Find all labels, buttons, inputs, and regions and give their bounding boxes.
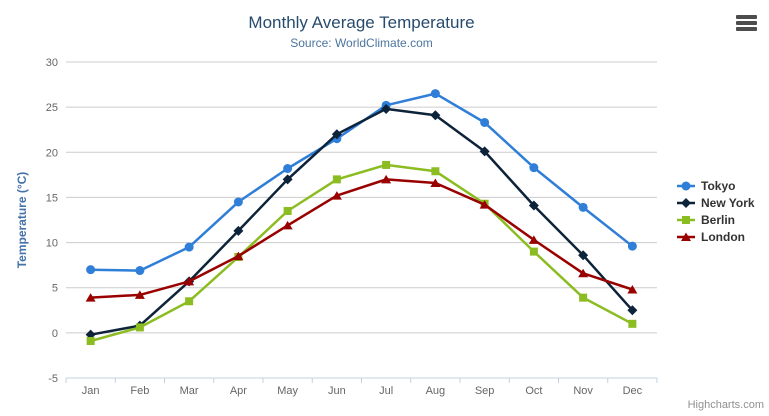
x-axis-label: Nov — [573, 385, 593, 397]
series-marker-london[interactable] — [381, 174, 392, 184]
legend-item-tokyo[interactable]: Tokyo — [676, 177, 755, 194]
series-marker-tokyo[interactable] — [430, 89, 440, 99]
series-line-new-york — [89, 107, 634, 336]
series-marker-berlin[interactable] — [579, 293, 588, 302]
series-marker-tokyo[interactable] — [529, 163, 539, 173]
series-marker-london[interactable] — [578, 268, 589, 278]
legend-label-london: London — [701, 229, 745, 244]
x-axis-label: May — [277, 385, 298, 397]
legend-marker-berlin[interactable] — [682, 215, 690, 224]
x-axis-label: Jan — [82, 385, 100, 397]
series-marker-new-york[interactable] — [233, 225, 244, 236]
series-marker-berlin[interactable] — [628, 319, 637, 328]
series-marker-berlin[interactable] — [185, 297, 194, 306]
series-marker-new-york[interactable] — [627, 305, 638, 316]
series-marker-london[interactable] — [134, 290, 145, 299]
series-line-london — [89, 178, 634, 299]
series-marker-berlin[interactable] — [135, 323, 144, 332]
series-marker-london[interactable] — [479, 200, 490, 209]
series-line-berlin — [89, 163, 634, 343]
y-axis-label: 30 — [46, 57, 58, 69]
chart-title: Monthly Average Temperature — [248, 13, 475, 32]
legend-item-berlin[interactable]: Berlin — [676, 211, 755, 228]
legend-item-london[interactable]: London — [676, 228, 755, 245]
series-marker-london[interactable] — [233, 251, 244, 261]
legend-marker-diamond-icon — [677, 197, 695, 208]
legend-marker-circle-icon — [677, 181, 695, 190]
series-marker-berlin[interactable] — [283, 206, 292, 215]
x-axis-label: Dec — [623, 385, 643, 397]
series-marker-new-york[interactable] — [331, 129, 342, 140]
series-marker-new-york[interactable] — [282, 174, 293, 185]
legend-marker-square-icon — [677, 215, 695, 224]
legend-item-new-york[interactable]: New York — [676, 194, 755, 211]
series-marker-new-york[interactable] — [381, 103, 392, 114]
series-marker-london[interactable] — [184, 276, 195, 286]
series-marker-tokyo[interactable] — [135, 266, 145, 276]
x-axis-label: Jul — [379, 385, 393, 397]
y-axis-label: 20 — [46, 147, 58, 159]
hamburger-bar — [736, 15, 757, 19]
series-marker-london[interactable] — [528, 235, 539, 244]
hamburger-bar — [736, 21, 757, 25]
y-axis-label: 5 — [52, 283, 58, 295]
x-axis-label: Sep — [475, 385, 495, 397]
y-axis-label: 15 — [46, 192, 58, 204]
series-marker-tokyo[interactable] — [283, 164, 293, 174]
series-marker-new-york[interactable] — [578, 250, 589, 261]
legend-marker-london[interactable] — [681, 232, 691, 241]
series-marker-london[interactable] — [627, 285, 638, 294]
x-axis-label: Oct — [525, 385, 542, 397]
legend-marker-tokyo[interactable] — [681, 181, 691, 190]
series-marker-new-york[interactable] — [430, 110, 441, 121]
legend-label-berlin: Berlin — [701, 212, 736, 227]
y-axis-label: 10 — [46, 238, 58, 250]
x-axis-label: Aug — [426, 385, 446, 397]
series-marker-tokyo[interactable] — [184, 242, 194, 252]
series-london — [85, 174, 638, 302]
highcharts-credit[interactable]: Highcharts.com — [687, 399, 764, 411]
x-axis-label: Mar — [180, 385, 199, 397]
series-new-york — [85, 103, 638, 340]
legend-label-tokyo: Tokyo — [701, 178, 736, 193]
x-axis-label: Feb — [130, 385, 149, 397]
x-axis-label: Jun — [328, 385, 346, 397]
hamburger-menu-icon[interactable] — [736, 15, 757, 31]
series-marker-london[interactable] — [331, 191, 342, 200]
series-marker-london[interactable] — [85, 293, 96, 302]
series-marker-berlin[interactable] — [529, 247, 538, 256]
series-marker-tokyo[interactable] — [578, 202, 588, 212]
legend-label-new-york: New York — [701, 195, 755, 210]
series-marker-tokyo[interactable] — [86, 265, 96, 275]
series-marker-tokyo[interactable] — [627, 241, 637, 251]
series-marker-london[interactable] — [282, 220, 293, 230]
series-tokyo — [86, 89, 637, 276]
series-marker-london[interactable] — [430, 178, 441, 187]
series-marker-berlin[interactable] — [382, 160, 391, 169]
hamburger-bar — [736, 27, 757, 31]
series-marker-new-york[interactable] — [479, 146, 490, 157]
y-axis-label: 25 — [46, 102, 58, 114]
series-marker-berlin[interactable] — [86, 336, 95, 345]
y-axis-label: 0 — [52, 328, 58, 340]
series-marker-tokyo[interactable] — [233, 197, 243, 207]
x-axis-label: Apr — [230, 385, 247, 397]
legend-marker-triangle-icon — [677, 232, 695, 241]
y-axis-label: -5 — [48, 373, 58, 385]
legend-marker-new-york[interactable] — [681, 197, 691, 208]
legend: Tokyo New York Berlin London — [676, 177, 755, 245]
series-marker-tokyo[interactable] — [480, 117, 490, 127]
series-marker-new-york[interactable] — [528, 200, 539, 211]
series-marker-berlin[interactable] — [332, 175, 341, 184]
series-marker-berlin[interactable] — [431, 167, 440, 176]
chart-subtitle: Source: WorldClimate.com — [290, 36, 433, 50]
